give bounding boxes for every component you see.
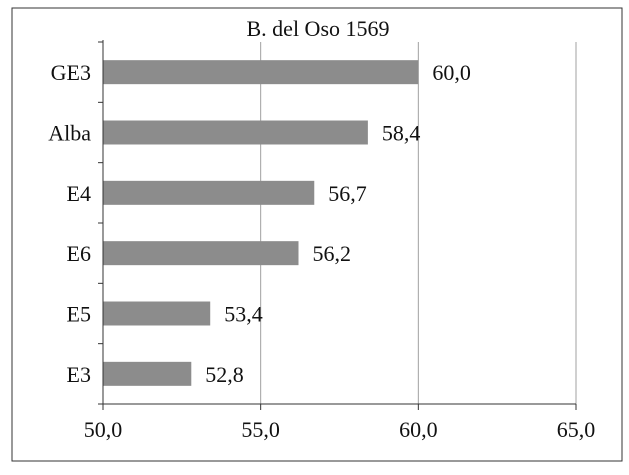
bar-e6	[103, 241, 299, 266]
value-label-ge3: 60,0	[432, 60, 471, 85]
x-tick-label-2: 60,0	[399, 417, 438, 442]
bar-alba	[103, 120, 368, 145]
labels: 50,0 55,0 60,0 65,0 GE3 60,0 Alba 58,4 E4 56,7 E6 5…	[48, 60, 595, 442]
x-tick-label-3: 65,0	[557, 417, 596, 442]
axes	[98, 40, 577, 410]
bar-e5	[103, 301, 211, 326]
category-label-e3: E3	[67, 362, 91, 387]
gridlines	[260, 42, 577, 404]
category-label-alba: Alba	[48, 121, 91, 146]
bar-e3	[103, 361, 192, 386]
bars	[103, 60, 419, 386]
value-label-e4: 56,7	[328, 181, 367, 206]
value-label-e3: 52,8	[205, 362, 244, 387]
category-label-e6: E6	[67, 241, 91, 266]
category-label-e5: E5	[67, 302, 91, 327]
category-label-ge3: GE3	[51, 60, 91, 85]
x-tick-label-0: 50,0	[84, 417, 123, 442]
chart-title: B. del Oso 1569	[247, 16, 390, 41]
value-label-e6: 56,2	[313, 241, 352, 266]
category-label-e4: E4	[67, 181, 91, 206]
bar-e4	[103, 180, 315, 205]
bar-ge3	[103, 60, 419, 85]
value-label-alba: 58,4	[382, 121, 421, 146]
x-tick-label-1: 55,0	[241, 417, 280, 442]
value-label-e5: 53,4	[224, 302, 262, 327]
